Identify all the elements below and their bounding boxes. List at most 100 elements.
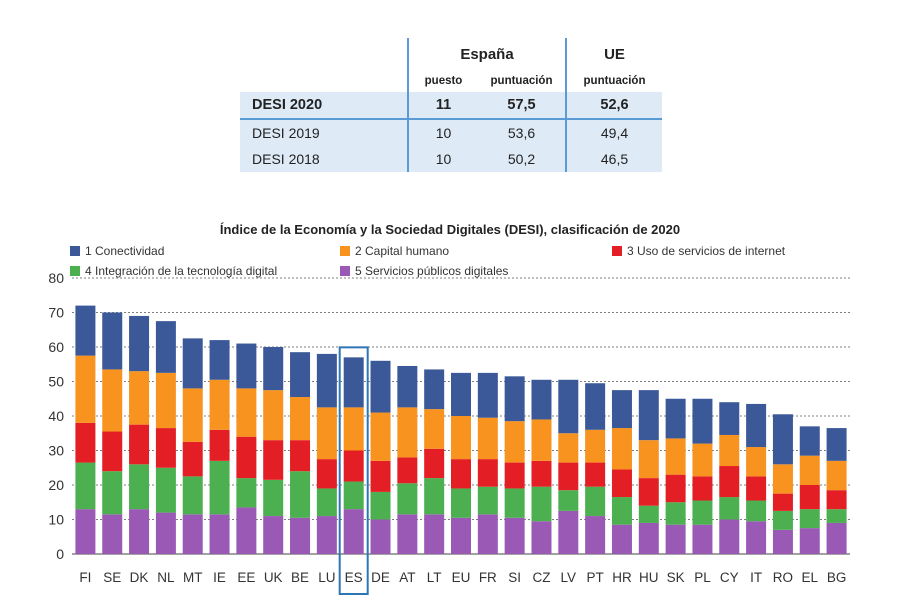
x-tick-label: DE bbox=[371, 570, 390, 585]
bar-segment bbox=[451, 372, 471, 416]
bar-segment bbox=[370, 460, 391, 492]
row-rank: 10 bbox=[407, 119, 478, 146]
bar-segment bbox=[451, 488, 471, 518]
bar-segment bbox=[585, 429, 606, 463]
legend-swatch bbox=[70, 266, 80, 276]
bar-segment bbox=[75, 305, 96, 356]
legend-swatch bbox=[340, 246, 350, 256]
bar-segment bbox=[263, 479, 284, 517]
x-tick-label: FI bbox=[79, 570, 91, 585]
bar-segment bbox=[477, 514, 498, 554]
bar-segment bbox=[75, 462, 96, 510]
bar-segment bbox=[182, 476, 203, 515]
bar-segment bbox=[772, 493, 793, 511]
legend-label: 1 Conectividad bbox=[85, 244, 165, 258]
bar-segment bbox=[719, 434, 740, 467]
bar-segment bbox=[692, 443, 713, 477]
bar-segment bbox=[477, 372, 498, 418]
bar-segment bbox=[155, 321, 176, 373]
x-tick-label: IE bbox=[213, 570, 226, 585]
bar-segment bbox=[129, 315, 150, 372]
x-tick-label: EU bbox=[452, 570, 471, 585]
legend-item-digital-public-services: 5 Servicios públicos digitales bbox=[340, 264, 508, 278]
bar-segment bbox=[772, 510, 793, 530]
bar-segment bbox=[424, 409, 445, 449]
bar-segment bbox=[719, 497, 740, 520]
bar-segment bbox=[585, 383, 606, 430]
bar-segment bbox=[826, 490, 847, 510]
bar-segment bbox=[102, 431, 123, 472]
x-tick-label: LU bbox=[318, 570, 335, 585]
bar-segment bbox=[129, 509, 150, 554]
highlight-box bbox=[338, 346, 369, 595]
bar-segment bbox=[746, 500, 767, 522]
bar-segment bbox=[263, 440, 284, 480]
legend-item-internet-use: 3 Uso de servicios de internet bbox=[612, 244, 785, 258]
bar-segment bbox=[638, 522, 659, 554]
bar-segment bbox=[531, 419, 552, 461]
bar-segment bbox=[424, 514, 445, 554]
x-tick-label: HR bbox=[612, 570, 632, 585]
bar-segment bbox=[611, 524, 632, 554]
bar-segment bbox=[182, 338, 203, 389]
x-tick-label: SI bbox=[508, 570, 521, 585]
bar-segment bbox=[236, 436, 257, 479]
bar-segment bbox=[290, 440, 311, 472]
bar-segment bbox=[504, 488, 525, 518]
x-tick-label: NL bbox=[157, 570, 175, 585]
bar-segment bbox=[558, 510, 579, 554]
bar-segment bbox=[397, 407, 418, 458]
legend-label: 3 Uso de servicios de internet bbox=[627, 244, 786, 258]
bar-segment bbox=[477, 417, 498, 460]
bar-segment bbox=[558, 433, 579, 463]
legend-label: 5 Servicios públicos digitales bbox=[355, 264, 509, 278]
bar-segment bbox=[611, 390, 632, 429]
bar-segment bbox=[665, 524, 686, 554]
bar-segment bbox=[826, 428, 847, 461]
bar-segment bbox=[155, 428, 176, 468]
bar-segment bbox=[799, 528, 820, 554]
x-tick-label: RO bbox=[773, 570, 793, 585]
x-tick-label: CZ bbox=[532, 570, 550, 585]
bar-segment bbox=[397, 514, 418, 554]
bar-segment bbox=[826, 460, 847, 491]
x-tick-label: MT bbox=[183, 570, 203, 585]
eu-header: UE bbox=[565, 38, 662, 70]
bar-segment bbox=[397, 457, 418, 484]
bar-segment bbox=[424, 478, 445, 515]
bar-segment bbox=[343, 450, 364, 482]
bar-segment bbox=[397, 483, 418, 515]
bar-segment bbox=[504, 421, 525, 463]
bar-segment bbox=[665, 438, 686, 475]
x-tick-label: PT bbox=[587, 570, 604, 585]
row-score: 53,6 bbox=[507, 125, 536, 141]
bar-segment bbox=[182, 441, 203, 477]
x-tick-label: AT bbox=[399, 570, 415, 585]
row-eu-score: 52,6 bbox=[565, 92, 662, 119]
bar-segment bbox=[102, 514, 123, 554]
bar-segment bbox=[638, 440, 659, 479]
bar-segment bbox=[129, 464, 150, 510]
bar-segment bbox=[531, 486, 552, 522]
x-tick-label: LV bbox=[561, 570, 577, 585]
bar-segment bbox=[236, 343, 257, 389]
bar-segment bbox=[209, 460, 230, 515]
bar-segment bbox=[692, 398, 713, 444]
bar-segment bbox=[719, 402, 740, 435]
x-tick-label: BE bbox=[291, 570, 309, 585]
bar-segment bbox=[343, 357, 364, 408]
bar-segment bbox=[585, 486, 606, 517]
bar-segment bbox=[799, 455, 820, 485]
score-column-header: puntuación bbox=[490, 75, 553, 87]
bar-segment bbox=[370, 519, 391, 554]
row-eu-score: 46,5 bbox=[565, 146, 662, 172]
bar-segment bbox=[263, 516, 284, 554]
bar-segment bbox=[209, 514, 230, 554]
bar-segment bbox=[799, 426, 820, 456]
bar-segment bbox=[155, 512, 176, 554]
bar-segment bbox=[155, 467, 176, 513]
bar-segment bbox=[719, 466, 740, 498]
bar-segment bbox=[585, 516, 606, 554]
x-tick-label: LT bbox=[427, 570, 442, 585]
bar-segment bbox=[316, 459, 337, 489]
